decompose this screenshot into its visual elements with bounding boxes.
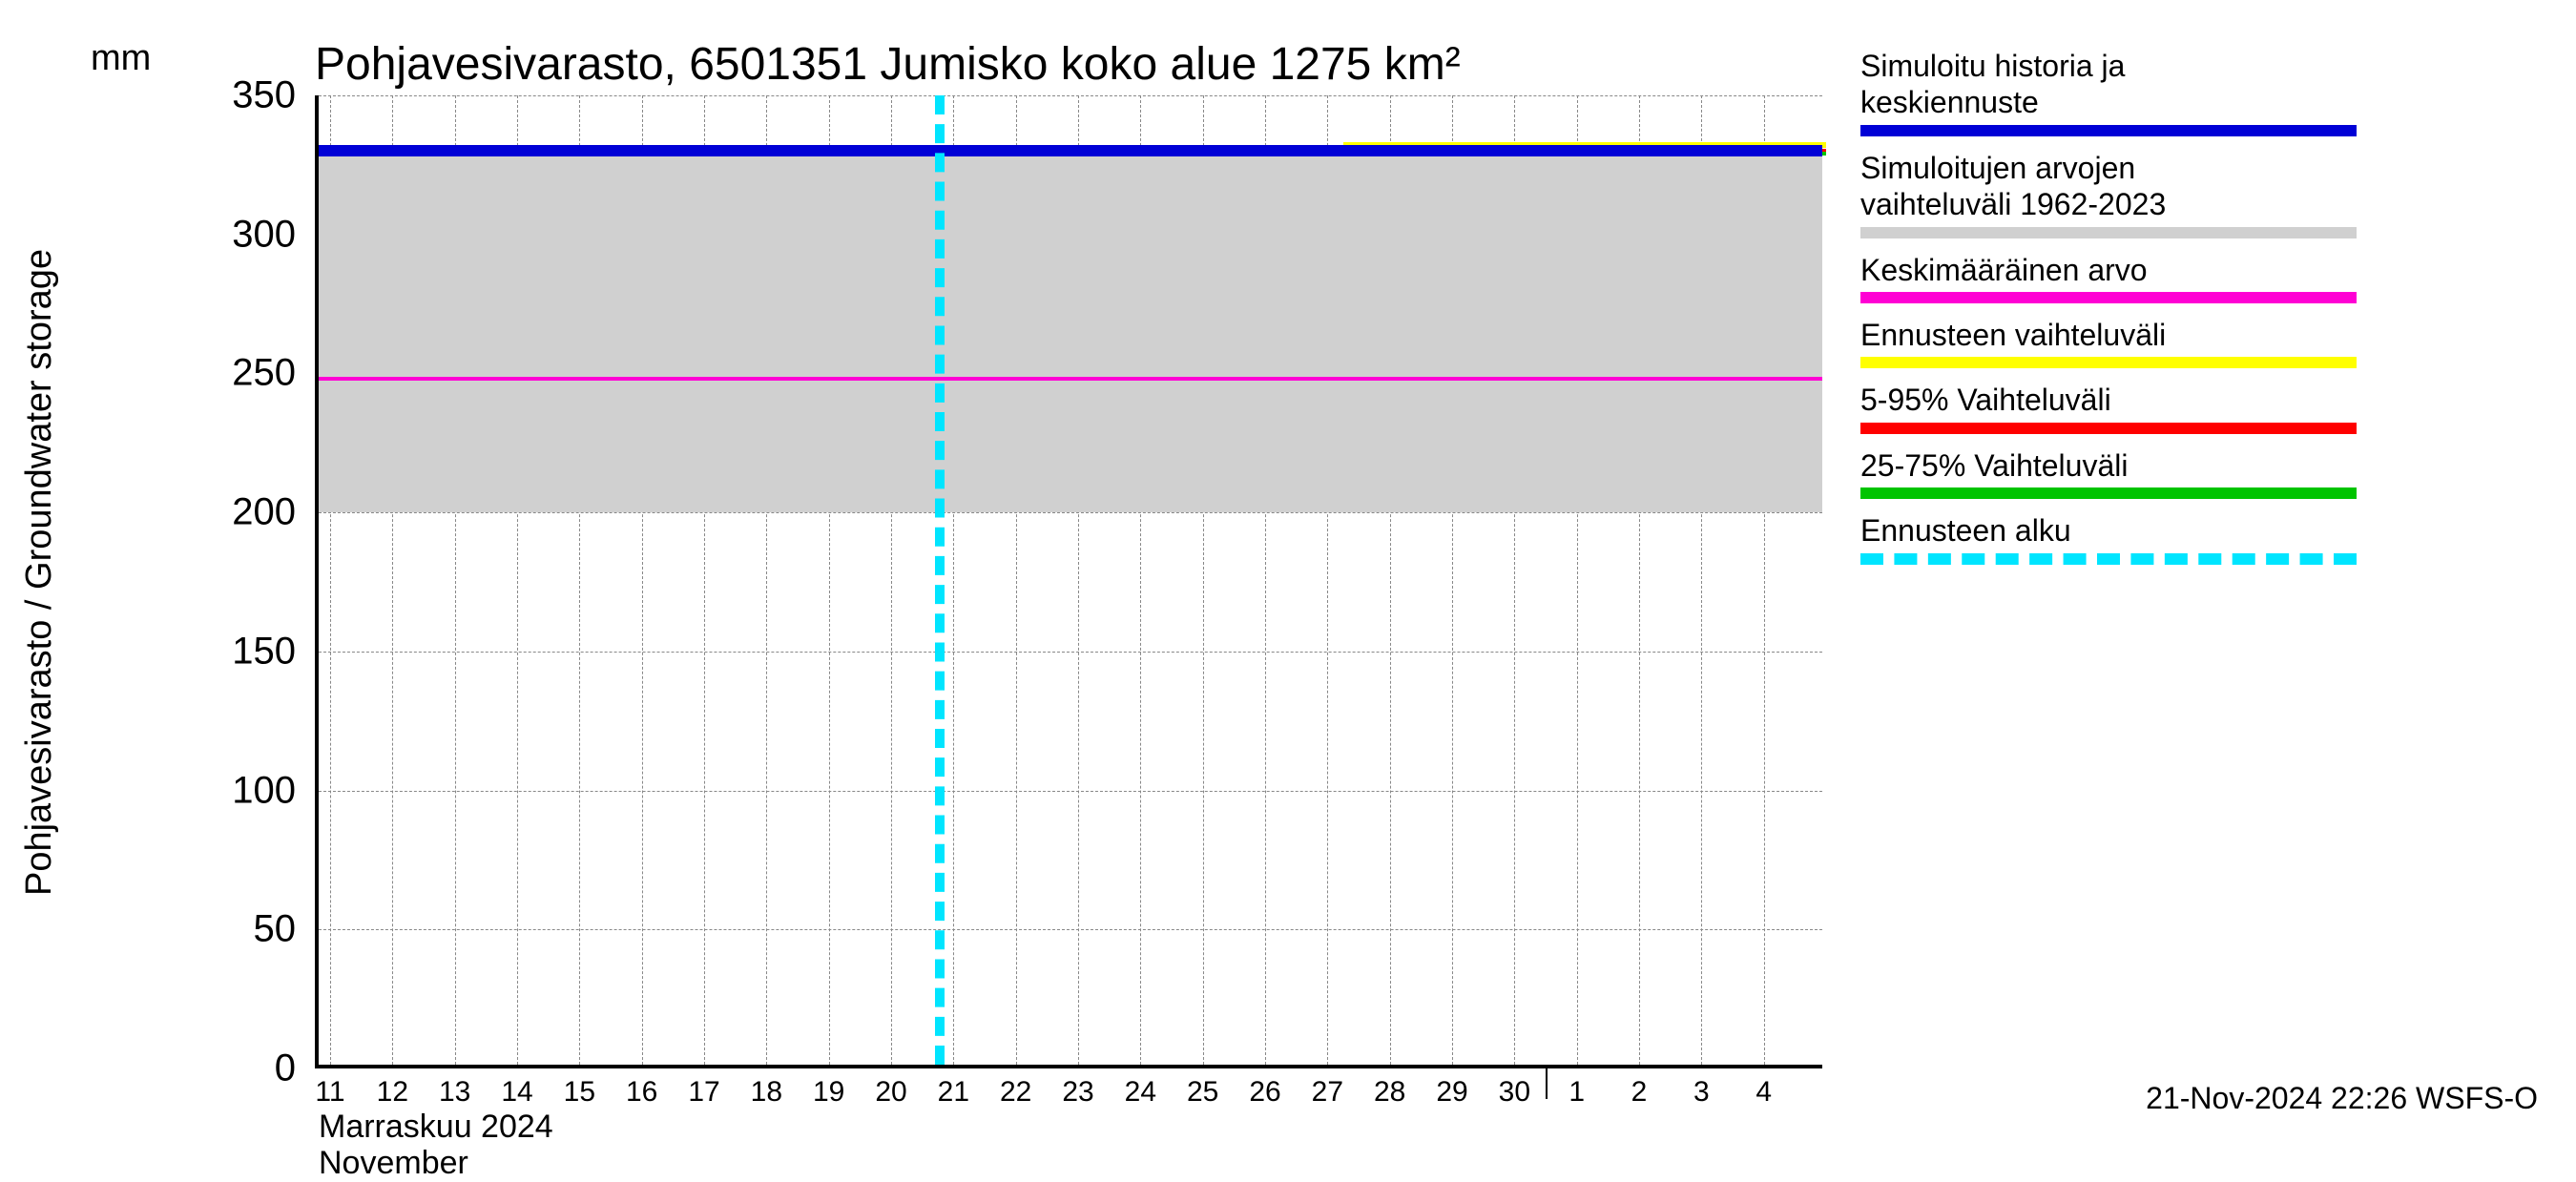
- legend-swatch: [1860, 553, 2357, 565]
- ytick-label: 300: [200, 213, 296, 256]
- legend-entry: Ennusteen vaihteluväli: [1860, 317, 2547, 368]
- xtick-label: 2: [1631, 1076, 1648, 1109]
- month-divider: [1546, 1068, 1548, 1099]
- forecast-start-line: [935, 95, 945, 1065]
- legend-text: 5-95% Vaihteluväli: [1860, 382, 2547, 418]
- xtick-label: 22: [1000, 1076, 1031, 1109]
- ytick-label: 150: [200, 630, 296, 673]
- xtick-label: 1: [1568, 1076, 1585, 1109]
- mean-value-line: [319, 377, 1822, 381]
- ytick-label: 50: [200, 908, 296, 951]
- gridline-h: [319, 95, 1822, 96]
- xtick-label: 30: [1499, 1076, 1530, 1109]
- legend-entry: Simuloitu historia jakeskiennuste: [1860, 48, 2547, 136]
- ytick-label: 0: [200, 1047, 296, 1090]
- xtick-label: 4: [1755, 1076, 1772, 1109]
- legend-text: vaihteluväli 1962-2023: [1860, 186, 2547, 222]
- legend-swatch: [1860, 423, 2357, 434]
- xtick-label: 18: [751, 1076, 782, 1109]
- xtick-label: 25: [1187, 1076, 1218, 1109]
- x-month-label-2: November: [319, 1145, 468, 1182]
- legend-swatch: [1860, 357, 2357, 368]
- legend-text: Keskimääräinen arvo: [1860, 252, 2547, 288]
- xtick-label: 14: [501, 1076, 532, 1109]
- xtick-label: 24: [1125, 1076, 1156, 1109]
- legend-swatch: [1860, 487, 2357, 499]
- xtick-label: 15: [564, 1076, 595, 1109]
- xtick-label: 26: [1249, 1076, 1280, 1109]
- xtick-label: 29: [1436, 1076, 1467, 1109]
- chart-container: Pohjavesivarasto / Groundwater storage m…: [0, 0, 2576, 1145]
- legend-entry: 25-75% Vaihteluväli: [1860, 447, 2547, 499]
- ytick-label: 350: [200, 74, 296, 117]
- legend-entry: Ennusteen alku: [1860, 512, 2547, 564]
- legend-entry: 5-95% Vaihteluväli: [1860, 382, 2547, 433]
- x-month-label-1: Marraskuu 2024: [319, 1109, 553, 1146]
- legend-text: Ennusteen alku: [1860, 512, 2547, 549]
- xtick-label: 17: [688, 1076, 719, 1109]
- xtick-label: 28: [1374, 1076, 1405, 1109]
- legend-swatch: [1860, 125, 2357, 136]
- xtick-label: 20: [875, 1076, 906, 1109]
- ytick-label: 250: [200, 352, 296, 395]
- legend-text: Simuloitujen arvojen: [1860, 150, 2547, 186]
- ytick-label: 200: [200, 491, 296, 534]
- xtick-label: 27: [1312, 1076, 1343, 1109]
- legend-swatch: [1860, 292, 2357, 303]
- legend-entry: Simuloitujen arvojenvaihteluväli 1962-20…: [1860, 150, 2547, 238]
- legend-text: 25-75% Vaihteluväli: [1860, 447, 2547, 484]
- plot-area: Marraskuu 2024 November 0501001502002503…: [315, 95, 1822, 1068]
- timestamp-label: 21-Nov-2024 22:26 WSFS-O: [2146, 1081, 2538, 1116]
- xtick-label: 16: [626, 1076, 657, 1109]
- sim-history-forecast: [319, 145, 1822, 156]
- legend-text: Ennusteen vaihteluväli: [1860, 317, 2547, 353]
- xtick-label: 3: [1693, 1076, 1710, 1109]
- xtick-label: 21: [938, 1076, 969, 1109]
- legend-entry: Keskimääräinen arvo: [1860, 252, 2547, 303]
- gridline-h: [319, 652, 1822, 653]
- gridline-h: [319, 791, 1822, 792]
- y-axis-unit: mm: [91, 38, 151, 79]
- legend-swatch: [1860, 227, 2357, 238]
- simulated-range-band: [319, 145, 1822, 512]
- xtick-label: 23: [1062, 1076, 1093, 1109]
- chart-title: Pohjavesivarasto, 6501351 Jumisko koko a…: [315, 38, 1461, 91]
- gridline-h: [319, 929, 1822, 930]
- xtick-label: 11: [315, 1076, 344, 1109]
- xtick-label: 12: [377, 1076, 408, 1109]
- legend-text: keskiennuste: [1860, 84, 2547, 120]
- legend: Simuloitu historia jakeskiennusteSimuloi…: [1860, 48, 2547, 578]
- legend-text: Simuloitu historia ja: [1860, 48, 2547, 84]
- gridline-h: [319, 512, 1822, 513]
- xtick-label: 19: [813, 1076, 844, 1109]
- xtick-label: 13: [439, 1076, 470, 1109]
- ytick-label: 100: [200, 769, 296, 812]
- y-axis-label: Pohjavesivarasto / Groundwater storage: [19, 249, 60, 896]
